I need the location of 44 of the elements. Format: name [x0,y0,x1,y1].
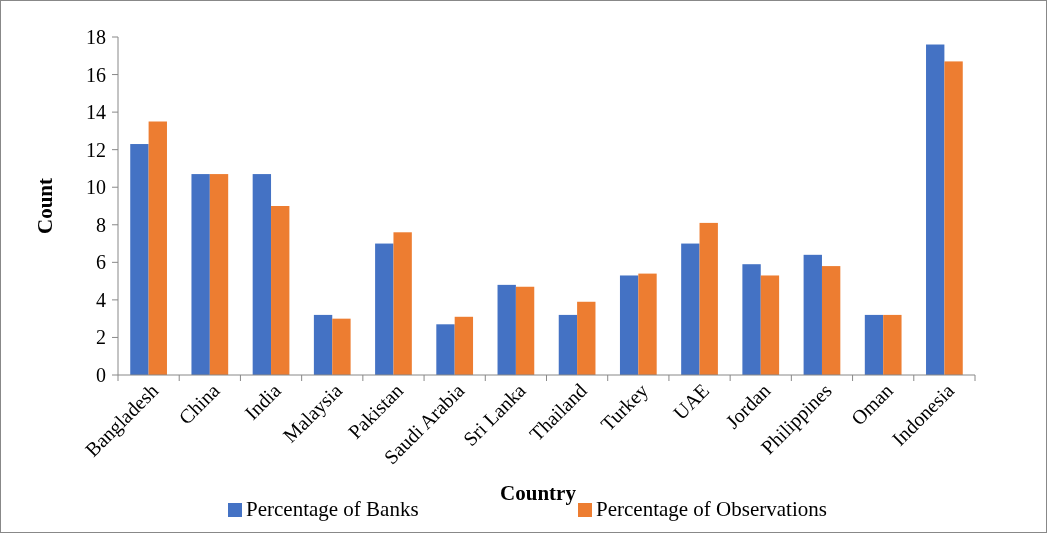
bar [619,275,639,375]
x-tick-label: India [240,379,285,424]
bar [944,61,963,375]
bar [313,314,333,375]
y-tick-label: 14 [86,101,106,124]
bar [252,174,272,375]
bar [638,273,657,375]
y-tick-label: 8 [96,213,106,236]
y-tick-label: 12 [86,138,106,161]
bar [515,286,535,375]
bar [699,222,718,375]
bar [577,301,596,375]
y-tick-label: 4 [96,288,106,311]
bar [191,174,210,375]
bar [864,314,884,375]
bar [760,275,780,375]
y-tick-label: 2 [96,326,106,349]
y-tick-label: 6 [96,251,106,274]
bar [454,316,474,375]
x-tick-label: UAE [668,379,714,424]
bar [148,121,167,375]
y-tick-label: 10 [86,176,106,199]
bar [803,254,822,375]
y-tick-label: 16 [86,63,106,86]
bar [926,44,945,375]
legend-label: Percentage of Observations [596,497,827,521]
bar [436,324,455,375]
bar [821,266,841,375]
x-axis-title: Country [500,481,577,505]
bar [209,174,229,375]
bar [883,314,902,375]
bar [497,284,516,375]
bar [558,314,578,375]
y-tick-label: 0 [96,364,106,386]
bar [332,318,351,375]
y-tick-label: 18 [86,26,106,48]
bar [375,243,394,375]
bar [681,243,700,375]
y-axis-title: Count [33,177,57,235]
bar [742,264,761,375]
bar [130,144,149,375]
bar [393,232,412,375]
bar [271,206,290,375]
legend-label: Percentage of Banks [246,497,419,521]
